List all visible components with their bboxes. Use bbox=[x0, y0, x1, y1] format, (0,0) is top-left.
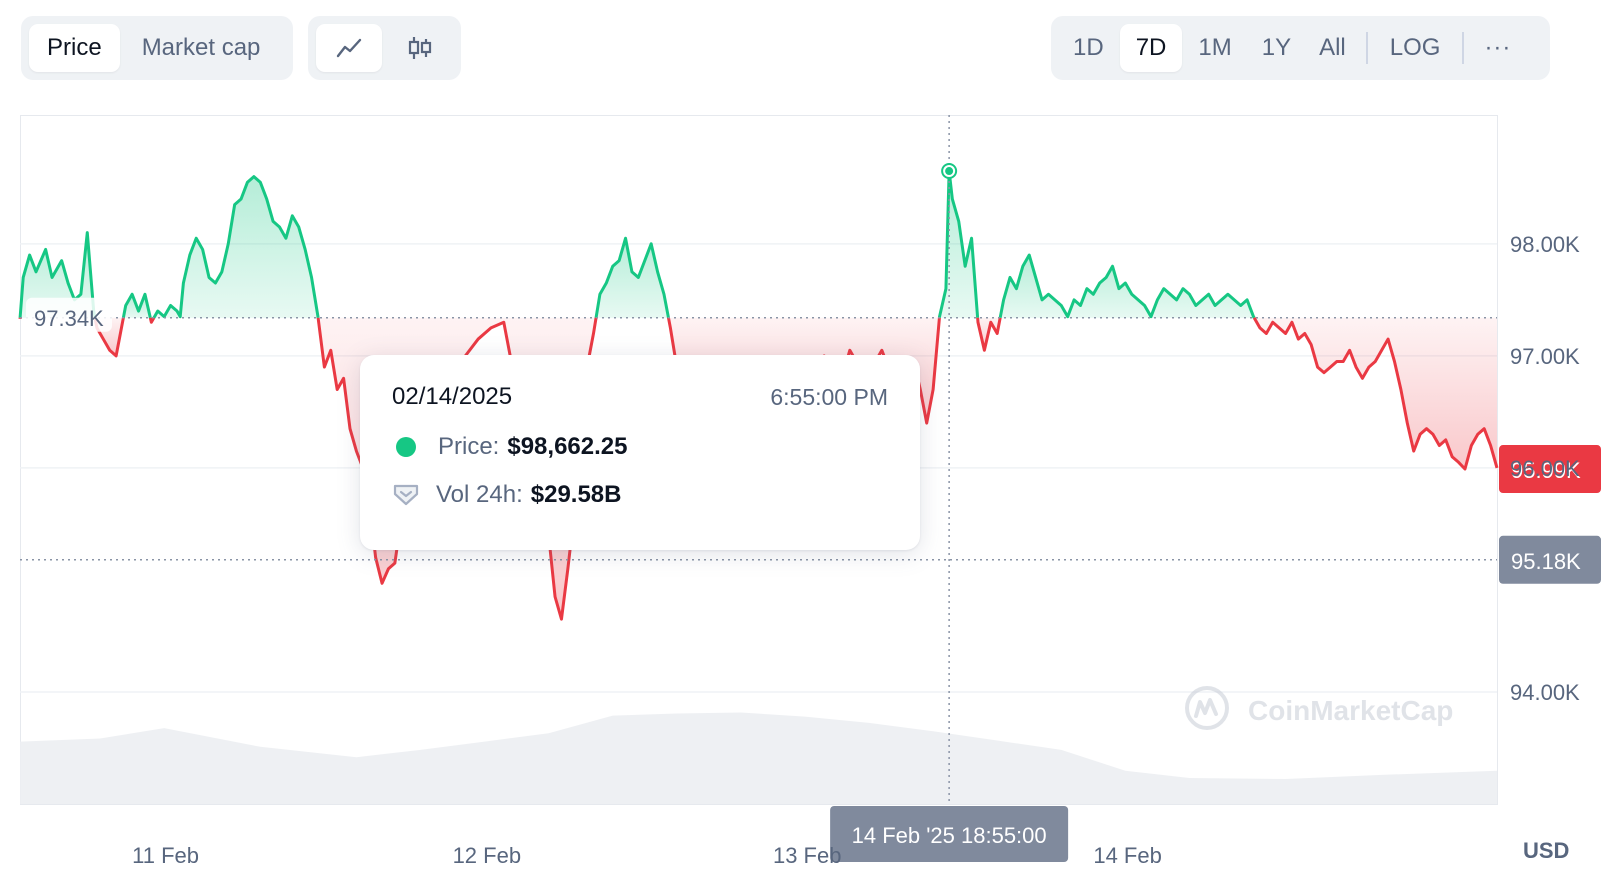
y-tick-label: 94.00K bbox=[1510, 680, 1580, 705]
line-chart-button[interactable] bbox=[316, 24, 382, 72]
y-tick-label: 98.00K bbox=[1510, 232, 1580, 257]
x-tick-label: 12 Feb bbox=[453, 843, 522, 868]
candlestick-icon bbox=[409, 37, 432, 59]
volume-area bbox=[20, 712, 1497, 804]
tooltip-volume-row: Vol 24h: $29.58B bbox=[392, 481, 888, 509]
hover-point bbox=[945, 167, 954, 176]
price-line-up bbox=[594, 236, 670, 319]
metric-tab-group: Price Market cap bbox=[21, 16, 293, 80]
range-1m[interactable]: 1M bbox=[1198, 34, 1232, 61]
price-line-up bbox=[937, 169, 980, 319]
more-options-button[interactable]: ··· bbox=[1484, 34, 1512, 61]
range-1y[interactable]: 1Y bbox=[1261, 34, 1292, 61]
line-chart-icon bbox=[336, 38, 361, 58]
price-line-up bbox=[152, 175, 320, 319]
plot-frame bbox=[20, 115, 1498, 805]
volume-icon bbox=[393, 484, 419, 506]
candlestick-button[interactable] bbox=[388, 24, 454, 72]
y-tick-label: 97.00K bbox=[1510, 344, 1580, 369]
divider bbox=[1365, 32, 1368, 64]
area-above-baseline bbox=[20, 232, 95, 318]
crosshair-time-badge bbox=[830, 806, 1069, 862]
coinmarketcap-watermark: CoinMarketCap bbox=[1185, 686, 1453, 730]
tooltip-date: 02/14/2025 bbox=[392, 383, 513, 410]
x-tick-label: 13 Feb bbox=[773, 843, 842, 868]
x-tick-label: 14 Feb bbox=[1093, 843, 1162, 868]
chart-type-group bbox=[308, 16, 461, 80]
price-line-up bbox=[998, 253, 1256, 319]
log-toggle[interactable]: LOG bbox=[1389, 34, 1441, 61]
crosshair-price-badge bbox=[1499, 535, 1601, 584]
crosshair-time-label: 14 Feb '25 18:55:00 bbox=[852, 823, 1047, 848]
watermark-text: CoinMarketCap bbox=[1248, 695, 1453, 726]
range-7d[interactable]: 7D bbox=[1119, 24, 1183, 72]
tooltip-volume-value: $29.58B bbox=[530, 481, 622, 508]
currency-label: USD bbox=[1523, 838, 1569, 863]
area-below-baseline bbox=[668, 317, 940, 424]
price-line-up bbox=[18, 231, 97, 319]
tooltip-price-value: $98,662.25 bbox=[507, 433, 628, 460]
coinmarketcap-logo-icon bbox=[1185, 686, 1229, 730]
range-all[interactable]: All bbox=[1319, 34, 1346, 61]
tooltip-time: 6:55:00 PM bbox=[770, 383, 888, 410]
tooltip-price-row: Price: $98,662.25 bbox=[392, 433, 888, 461]
tab-market-cap[interactable]: Market cap bbox=[141, 34, 261, 61]
price-line-down bbox=[1252, 317, 1499, 471]
y-tick-label: 96.00K bbox=[1510, 456, 1580, 481]
crosshair-price-label: 95.18K bbox=[1511, 549, 1581, 574]
area-below-baseline bbox=[1254, 317, 1497, 470]
price-line-down bbox=[148, 317, 156, 324]
area-above-baseline bbox=[153, 176, 319, 318]
price-dot-icon bbox=[396, 437, 416, 457]
tooltip-volume-label: Vol 24h: bbox=[436, 481, 523, 508]
baseline-label: 97.34K bbox=[34, 306, 104, 331]
x-tick-label: 11 Feb bbox=[132, 843, 199, 868]
tab-price[interactable]: Price bbox=[29, 24, 120, 72]
divider bbox=[1462, 32, 1465, 64]
area-above-baseline bbox=[596, 238, 669, 318]
price-tooltip: 02/14/2025 6:55:00 PM Price: $98,662.25 … bbox=[360, 355, 920, 550]
current-price-badge bbox=[1499, 445, 1601, 494]
current-price-label: 95.99K bbox=[1511, 458, 1581, 483]
tooltip-header: 02/14/2025 6:55:00 PM bbox=[392, 383, 888, 411]
range-group: 1D 7D 1M 1Y All LOG ··· bbox=[1051, 16, 1550, 80]
baseline-label-bg bbox=[26, 297, 112, 332]
tooltip-price-label: Price: bbox=[438, 433, 500, 460]
price-line-down bbox=[976, 317, 1002, 352]
range-1d[interactable]: 1D bbox=[1073, 34, 1104, 61]
price-line-up bbox=[121, 292, 152, 319]
